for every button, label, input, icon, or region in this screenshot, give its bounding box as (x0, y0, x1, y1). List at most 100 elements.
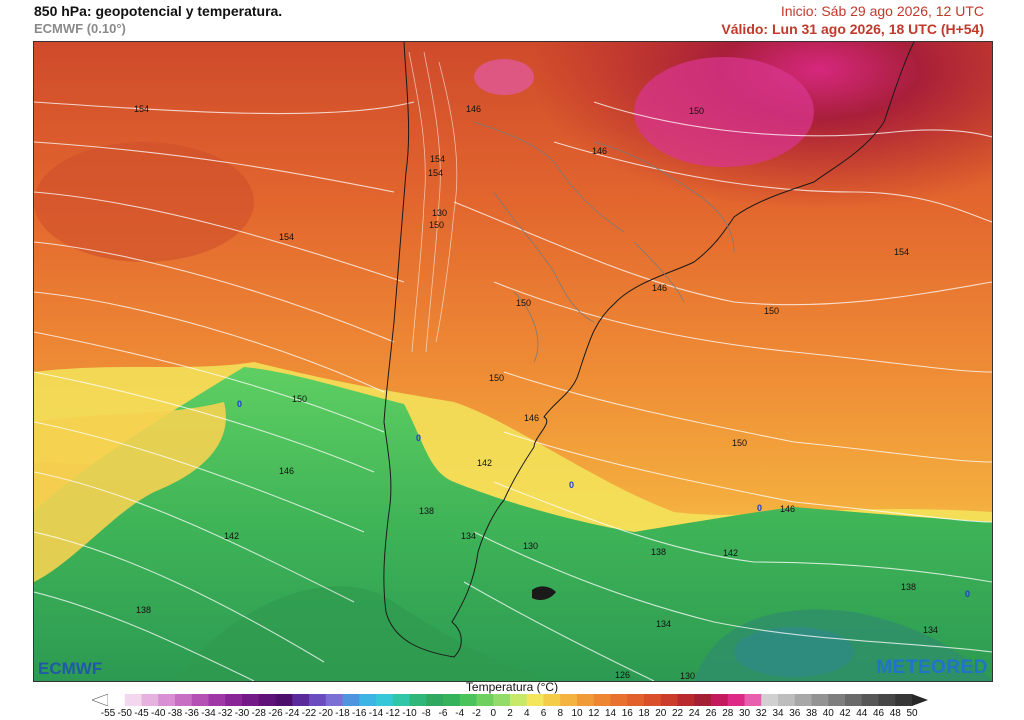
legend-tick-label: -16 (352, 708, 367, 719)
isohypse-label: 150 (732, 438, 747, 448)
legend-color-swatch (459, 694, 477, 706)
legend-tick-label: -14 (368, 708, 384, 719)
isohypse-label: 146 (652, 283, 667, 293)
zero-label-group: 0 0 0 0 0 (237, 399, 970, 599)
legend-title: Temperatura (°C) (465, 680, 559, 694)
legend-color-swatch (543, 694, 561, 706)
legend-tick-label: -34 (201, 708, 216, 719)
legend-tick-label: 12 (588, 708, 600, 719)
legend-color-swatch (711, 694, 729, 706)
legend-tick-label: 28 (722, 708, 734, 719)
legend-color-swatch (794, 694, 812, 706)
yellow-west-patch (34, 402, 226, 582)
ecmwf-logo: ECMWF (38, 659, 103, 678)
legend-tick-label: 50 (906, 708, 918, 719)
legend-tick-label: 32 (755, 708, 767, 719)
legend-color-swatch (526, 694, 544, 706)
isohypse-label: 138 (136, 605, 151, 615)
legend-color-swatch (510, 694, 528, 706)
legend-tick-label: -55 (100, 708, 116, 719)
isohypse-label: 130 (523, 541, 538, 551)
hot-spot (474, 59, 534, 95)
legend-tick-label: 24 (688, 708, 700, 719)
legend-tick-label: 34 (772, 708, 784, 719)
legend-color-swatch (727, 694, 745, 706)
isohypse-label-group: 154 154 146 154 154 150 130 146 150 154 … (134, 104, 938, 681)
zero-isotherm-label: 0 (965, 589, 970, 599)
legend-tick-label: 2 (507, 708, 513, 719)
legend-tick-label: -10 (402, 708, 417, 719)
legend-color-swatch (677, 694, 695, 706)
legend-color-swatch (811, 694, 829, 706)
isohypse-label: 150 (689, 106, 704, 116)
legend-color-swatch (577, 694, 595, 706)
legend-tick-label: 6 (540, 708, 547, 719)
legend-color-swatch (175, 694, 193, 706)
legend-tick-label: 22 (671, 708, 684, 719)
country-borders (473, 121, 735, 363)
isohypse-label: 142 (477, 458, 492, 468)
legend-color-swatch (861, 694, 879, 706)
legend-tick-label: 4 (523, 708, 530, 719)
isohypse-label: 130 (432, 208, 447, 218)
cold-core-west (174, 586, 554, 681)
legend-color-swatch (744, 694, 762, 706)
legend-color-swatch (493, 694, 511, 706)
andes-relief (408, 51, 458, 353)
legend-color-swatch (242, 694, 260, 706)
legend-tick-label: -45 (134, 708, 149, 719)
coldest-area (734, 627, 854, 677)
isohypse-label: 150 (292, 394, 307, 404)
legend-color-swatch (258, 694, 276, 706)
isohypse-label: 150 (429, 220, 444, 230)
legend-color-swatch (292, 694, 310, 706)
legend-tick-label: 30 (738, 708, 751, 719)
legend-tick-label: 36 (789, 708, 801, 719)
legend-color-swatch (895, 694, 913, 706)
hottest-area (634, 57, 814, 167)
isohypse-lines (34, 101, 992, 681)
legend-tick-label: 44 (856, 708, 868, 719)
weather-map[interactable]: 154 154 146 154 154 150 130 146 150 154 … (33, 41, 993, 682)
legend-color-swatch (560, 694, 578, 706)
legend-color-swatch (828, 694, 846, 706)
legend-color-swatch (325, 694, 343, 706)
legend-color-swatch (845, 694, 863, 706)
legend-color-swatch (878, 694, 896, 706)
isohypse-label: 134 (923, 625, 938, 635)
malvinas-islands (532, 586, 556, 600)
legend-color-swatch (309, 694, 327, 706)
zero-isotherm-label: 0 (757, 503, 762, 513)
legend-color-swatch (409, 694, 427, 706)
isohypse-label: 154 (134, 104, 149, 114)
legend-tick-label: -40 (151, 708, 166, 719)
legend-color-swatch (392, 694, 410, 706)
legend-tick-label: 8 (557, 708, 564, 719)
isohypse-label: 134 (461, 531, 476, 541)
map-canvas: 154 154 146 154 154 150 130 146 150 154 … (34, 42, 992, 681)
legend-tick-label: 46 (872, 708, 885, 719)
legend-color-swatch (208, 694, 226, 706)
legend-tick-label: -26 (268, 708, 283, 719)
isohypse-label: 154 (279, 232, 294, 242)
isohypse-label: 126 (615, 670, 630, 680)
isohypse-label: 146 (279, 466, 294, 476)
legend-tick-label: 40 (822, 708, 834, 719)
legend-tick-label: -20 (318, 708, 333, 719)
legend-tick-label: 18 (638, 708, 650, 719)
legend-arrow-left (92, 694, 109, 706)
legend-tick-label: -30 (234, 708, 250, 719)
legend-color-swatch (443, 694, 461, 706)
legend-tick-label: 26 (705, 708, 717, 719)
isohypse-label: 150 (489, 373, 504, 383)
legend-tick-label: -50 (117, 708, 132, 719)
legend-tick-label: 48 (889, 708, 901, 719)
legend-color-swatch (644, 694, 662, 706)
warm-west-area (34, 142, 254, 262)
legend-color-swatch (191, 694, 209, 706)
legend-tick-label: -18 (335, 708, 350, 719)
legend-tick-label: -6 (438, 708, 448, 719)
legend-tick-label: -28 (251, 708, 266, 719)
legend-tick-label: -32 (218, 708, 233, 719)
map-title: 850 hPa: geopotencial y temperatura. (34, 3, 283, 19)
